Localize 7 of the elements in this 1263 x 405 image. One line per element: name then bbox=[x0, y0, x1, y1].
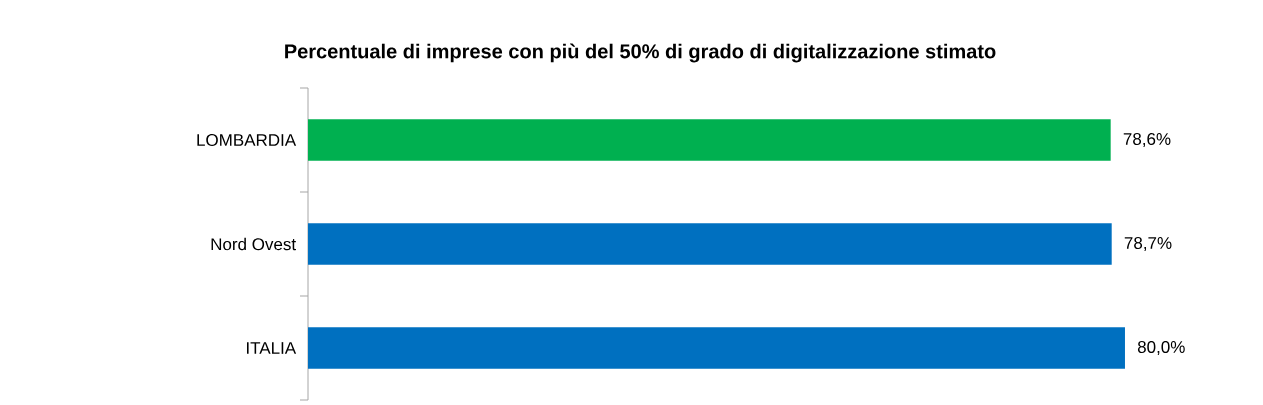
y-tick-label: LOMBARDIA bbox=[197, 133, 297, 147]
data-label: 78,7% bbox=[1124, 236, 1172, 252]
y-tick-label: ITALIA bbox=[247, 342, 297, 354]
data-label: 80,0% bbox=[1137, 340, 1185, 356]
y-tick-label: Nord Ovest bbox=[211, 237, 296, 251]
chart-title: Percentuale di imprese con più del 50% di grado di digitalizzazione stimato bbox=[285, 43, 996, 63]
data-label: 78,6% bbox=[1123, 132, 1171, 148]
